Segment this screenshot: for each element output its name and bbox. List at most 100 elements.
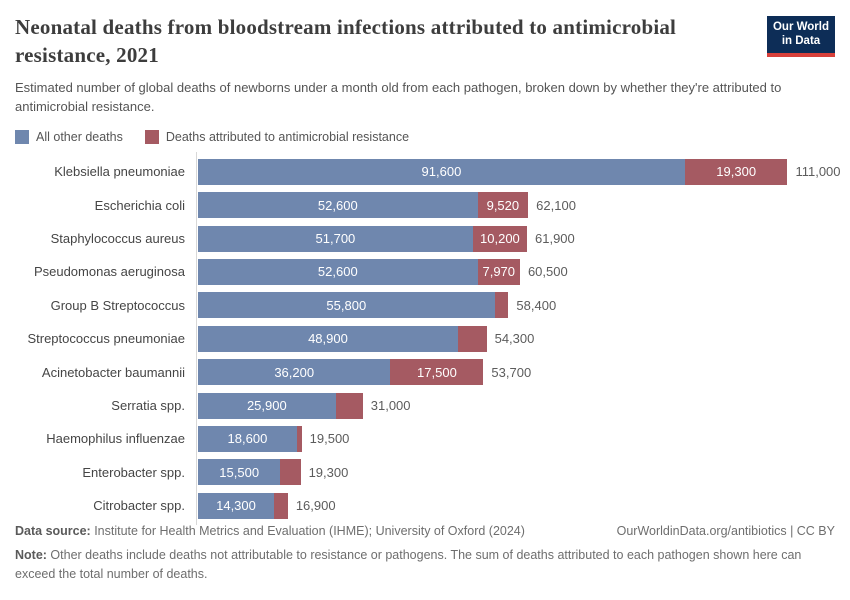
bar-segment-other-deaths[interactable]: 36,200 — [198, 359, 391, 386]
bar-segment-amr-deaths[interactable]: 19,300 — [684, 158, 788, 185]
note-row: Note: Other deaths include deaths not at… — [15, 546, 835, 585]
bar-group: 52,600 9,520 62,100 — [198, 192, 576, 219]
bar-segment-other-deaths[interactable]: 14,300 — [198, 492, 274, 519]
chart-row: Pseudomonas aeruginosa 52,600 7,970 60,500 — [15, 255, 835, 288]
bar-group: 55,800 58,400 — [198, 292, 557, 319]
bar-segment-amr-deaths[interactable] — [335, 392, 363, 419]
owid-license-link[interactable]: OurWorldinData.org/antibiotics | CC BY — [616, 524, 835, 539]
chart-row: Citrobacter spp. 14,300 16,900 — [15, 489, 835, 522]
legend: All other deaths Deaths attributed to an… — [15, 130, 835, 145]
bar-value-label: 17,500 — [417, 364, 457, 380]
bar-segment-amr-deaths[interactable] — [457, 325, 487, 352]
total-label: 53,700 — [491, 364, 532, 380]
bar-segment-other-deaths[interactable]: 25,900 — [198, 392, 336, 419]
bar-segment-amr-deaths[interactable]: 9,520 — [477, 192, 529, 219]
source-row: Data source: Institute for Health Metric… — [15, 522, 835, 541]
bar-value-label: 7,970 — [482, 264, 516, 280]
bar-value-label: 18,600 — [227, 431, 268, 447]
total-label: 61,900 — [535, 231, 575, 247]
chart-row: Acinetobacter baumannii 36,200 17,500 53,70… — [15, 355, 835, 388]
bar-value-label: 52,600 — [317, 264, 358, 280]
total-label: 16,900 — [295, 498, 336, 514]
bar-group: 14,300 16,900 — [198, 492, 336, 519]
bar-value-label: 10,200 — [480, 231, 520, 247]
chart-row: Haemophilus influenzae 18,600 19,500 — [15, 422, 835, 455]
chart-row: Enterobacter spp. 15,500 19,300 — [15, 456, 835, 489]
bar-value-label: 36,200 — [274, 364, 315, 380]
data-source: Data source: Institute for Health Metric… — [15, 522, 525, 541]
chart-row: Group B Streptococcus 55,800 58,400 — [15, 289, 835, 322]
note-text: Other deaths include deaths not attribut… — [15, 547, 802, 582]
legend-label: Deaths attributed to antimicrobial resis… — [165, 130, 410, 145]
category-label: Haemophilus influenzae — [46, 431, 185, 447]
legend-swatch-red — [144, 130, 159, 145]
chart-row: Streptococcus pneumoniae 48,900 54,300 — [15, 322, 835, 355]
bar-segment-amr-deaths[interactable] — [494, 292, 509, 319]
bar-segment-amr-deaths[interactable] — [280, 459, 301, 486]
bar-value-label: 14,300 — [216, 498, 256, 514]
bar-segment-other-deaths[interactable]: 55,800 — [198, 292, 495, 319]
bar-group: 52,600 7,970 60,500 — [198, 258, 568, 285]
chart-row: Escherichia coli 52,600 9,520 62,100 — [15, 189, 835, 222]
legend-item-amr-deaths: Deaths attributed to antimicrobial resis… — [144, 130, 410, 145]
bar-value-label: 48,900 — [308, 331, 348, 347]
data-source-text: Institute for Health Metrics and Evaluat… — [90, 524, 525, 539]
category-label: Staphylococcus aureus — [50, 231, 185, 247]
bar-value-label: 19,300 — [716, 164, 757, 180]
legend-item-other-deaths: All other deaths — [15, 130, 123, 145]
category-label: Klebsiella pneumoniae — [54, 164, 185, 180]
bar-value-label: 55,800 — [326, 297, 367, 313]
bar-group: 48,900 54,300 — [198, 325, 534, 352]
footer: Data source: Institute for Health Metric… — [15, 522, 835, 584]
bar-segment-amr-deaths[interactable]: 17,500 — [390, 359, 484, 386]
bar-segment-amr-deaths[interactable] — [274, 492, 288, 519]
chart-rows: Klebsiella pneumoniae 91,600 19,300 111,000… — [15, 155, 841, 522]
bar-group: 18,600 19,500 — [198, 425, 350, 452]
bar-segment-amr-deaths[interactable]: 7,970 — [477, 258, 520, 285]
bar-segment-other-deaths[interactable]: 52,600 — [198, 192, 478, 219]
data-source-prefix: Data source: — [15, 524, 91, 539]
total-label: 58,400 — [516, 297, 557, 313]
bar-segment-other-deaths[interactable]: 18,600 — [198, 425, 297, 452]
bar-segment-other-deaths[interactable]: 15,500 — [198, 459, 281, 486]
legend-swatch-blue — [15, 130, 29, 145]
category-label: Acinetobacter baumannii — [41, 364, 185, 380]
category-label: Citrobacter spp. — [93, 498, 185, 514]
category-label: Pseudomonas aeruginosa — [33, 264, 185, 280]
bar-value-label: 52,600 — [317, 197, 358, 213]
bar-chart: Klebsiella pneumoniae 91,600 19,300 111,000… — [15, 152, 841, 526]
bar-value-label: 9,520 — [486, 197, 520, 213]
bar-segment-amr-deaths[interactable]: 10,200 — [472, 225, 527, 252]
logo-line-2: in Data — [781, 34, 821, 47]
bar-segment-other-deaths[interactable]: 52,600 — [198, 258, 478, 285]
bar-group: 15,500 19,300 — [198, 459, 348, 486]
bar-value-label: 25,900 — [246, 398, 287, 414]
bar-segment-amr-deaths[interactable] — [296, 425, 302, 452]
bar-segment-other-deaths[interactable]: 91,600 — [198, 158, 685, 185]
bar-segment-other-deaths[interactable]: 51,700 — [198, 225, 473, 252]
bar-value-label: 91,600 — [421, 164, 462, 180]
page-title: Neonatal deaths from bloodstream infecti… — [15, 15, 677, 67]
bar-value-label: 51,700 — [315, 231, 356, 247]
category-label: Enterobacter spp. — [82, 464, 185, 480]
bar-group: 91,600 19,300 111,000 — [198, 158, 841, 185]
bar-group: 51,700 10,200 61,900 — [198, 225, 575, 252]
y-axis-line — [196, 152, 197, 526]
chart-subtitle: Estimated number of global deaths of new… — [15, 80, 782, 115]
bar-group: 36,200 17,500 53,700 — [198, 359, 532, 386]
chart-row: Klebsiella pneumoniae 91,600 19,300 111,000 — [15, 155, 841, 188]
category-label: Group B Streptococcus — [50, 297, 185, 313]
bar-group: 25,900 31,000 — [198, 392, 411, 419]
bar-segment-other-deaths[interactable]: 48,900 — [198, 325, 458, 352]
note-prefix: Note: — [15, 547, 47, 562]
owid-logo[interactable]: Our World in Data — [767, 16, 835, 57]
category-label: Serratia spp. — [111, 398, 185, 414]
total-label: 31,000 — [370, 398, 411, 414]
header: Neonatal deaths from bloodstream infecti… — [15, 14, 835, 69]
total-label: 62,100 — [536, 197, 576, 213]
total-label: 19,500 — [309, 431, 350, 447]
chart-row: Staphylococcus aureus 51,700 10,200 61,900 — [15, 222, 835, 255]
bar-value-label: 15,500 — [219, 464, 260, 480]
category-label: Streptococcus pneumoniae — [27, 331, 185, 347]
